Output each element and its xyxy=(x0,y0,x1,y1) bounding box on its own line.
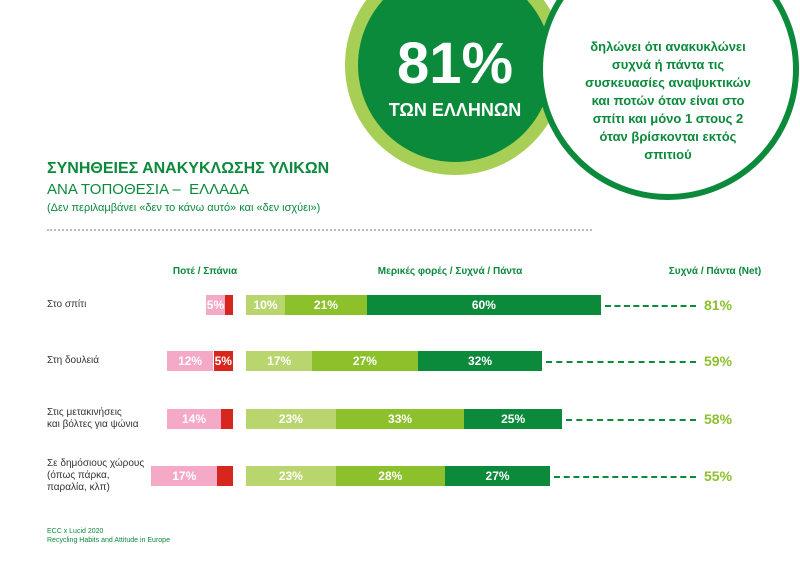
bar xyxy=(166,351,214,371)
value-label: 23% xyxy=(278,412,303,426)
net-label: 59% xyxy=(704,353,733,369)
value-label: 10% xyxy=(253,298,278,312)
value-label: 12% xyxy=(178,354,203,368)
bar xyxy=(366,295,601,315)
category-label: Στις μετακινήσεις και βόλτες για ψώνια xyxy=(47,407,139,430)
source: ECC x Lucid 2020 Recycling Habits and At… xyxy=(47,528,170,544)
connector xyxy=(604,305,696,307)
bar xyxy=(217,466,233,486)
bar xyxy=(417,351,543,371)
chart-subtitle: ΑΝΑ ΤΟΠΟΘΕΣΙΑ – ΕΛΛΑΔΑ xyxy=(47,181,250,198)
value-label: 5% xyxy=(214,354,232,368)
bar xyxy=(246,466,336,486)
net-header: Συχνά / Πάντα (Net) xyxy=(668,266,762,277)
divider xyxy=(47,229,592,231)
left-header: Ποτέ / Σπάνια xyxy=(172,266,238,277)
value-label: 17% xyxy=(172,469,197,483)
net-label: 55% xyxy=(704,468,733,484)
callout-text: δηλώνει ότι ανακυκλώνει συχνά ή πάντα τι… xyxy=(585,39,751,162)
connector xyxy=(546,361,696,363)
circle-main xyxy=(358,0,552,162)
value-label: 5% xyxy=(206,298,225,312)
callout-sub: ΤΩΝ ΕΛΛΗΝΩΝ xyxy=(388,100,522,120)
bar xyxy=(444,466,551,486)
category-label: Στη δουλειά xyxy=(47,355,100,366)
bar xyxy=(464,409,562,429)
bar xyxy=(205,295,226,315)
value-label: 23% xyxy=(278,469,303,483)
connector xyxy=(554,476,696,478)
bar xyxy=(246,409,336,429)
value-label: 14% xyxy=(181,412,206,426)
net-label: 58% xyxy=(704,411,733,427)
category-label: Σε δημόσιους χώρους (όπως πάρκα, παραλία… xyxy=(47,458,145,493)
right-header: Μερικές φορές / Συχνά / Πάντα xyxy=(377,266,523,277)
bar xyxy=(166,409,222,429)
value-label: 28% xyxy=(378,469,403,483)
value-label: 27% xyxy=(485,469,510,483)
bar xyxy=(151,466,218,486)
chart-title: ΣΥΝΗΘΕΙΕΣ ΑΝΑΚΥΚΛΩΣΗΣ ΥΛΙΚΩΝ xyxy=(47,160,330,177)
bar xyxy=(335,466,445,486)
bar xyxy=(312,351,418,371)
bar xyxy=(335,409,465,429)
bar xyxy=(213,351,233,371)
bar xyxy=(246,295,285,315)
value-label: 21% xyxy=(313,298,338,312)
bar xyxy=(221,409,233,429)
bar xyxy=(246,351,313,371)
value-label: 17% xyxy=(267,354,292,368)
value-label: 27% xyxy=(352,354,377,368)
net-label: 81% xyxy=(704,297,733,313)
bar xyxy=(225,295,233,315)
callout-big: 81% xyxy=(396,31,514,96)
value-label: 25% xyxy=(501,412,526,426)
connector xyxy=(565,419,696,421)
category-label: Στο σπίτι xyxy=(47,299,87,310)
value-label: 33% xyxy=(388,412,413,426)
bar xyxy=(285,295,367,315)
value-label: 32% xyxy=(467,354,492,368)
chart-note: (Δεν περιλαμβάνει «δεν το κάνω αυτό» και… xyxy=(47,202,321,214)
value-label: 60% xyxy=(471,298,496,312)
